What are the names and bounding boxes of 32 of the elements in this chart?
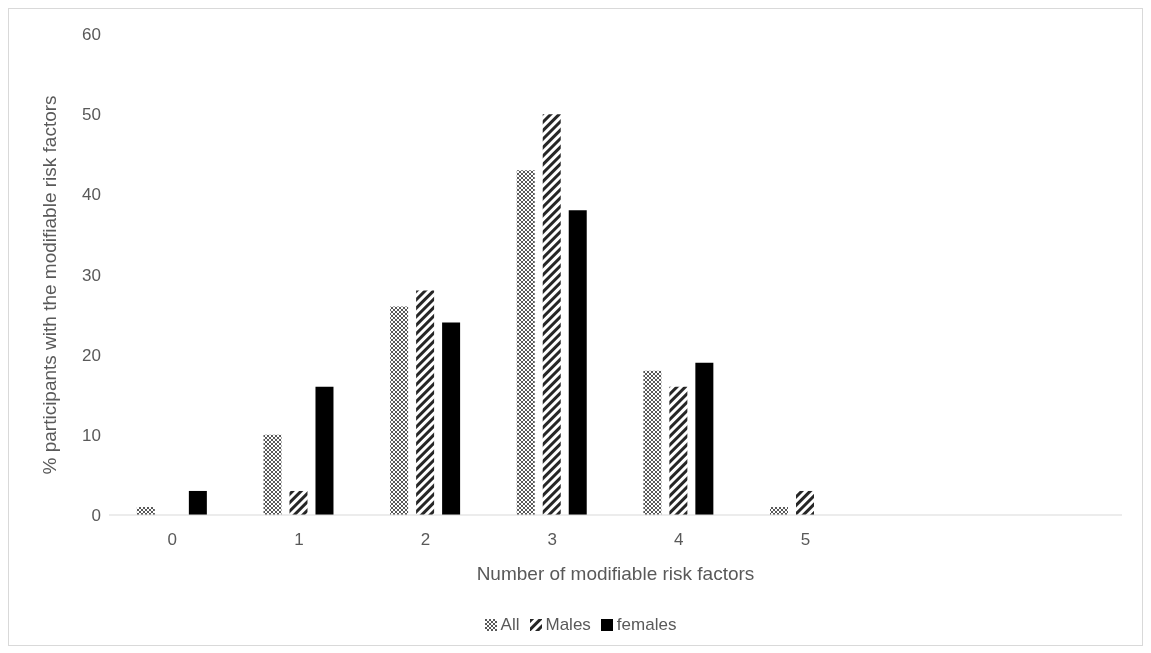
y-tick-label: 40 xyxy=(82,185,101,205)
bar xyxy=(643,370,662,515)
bar xyxy=(516,170,535,515)
y-axis-title: % participants with the modifiable risk factors xyxy=(38,95,60,475)
x-tick-label: 5 xyxy=(800,530,811,550)
legend-label: Males xyxy=(544,615,591,635)
bar xyxy=(442,322,461,515)
bar xyxy=(669,386,688,515)
bar xyxy=(263,434,282,515)
x-tick-label: 2 xyxy=(420,530,431,550)
bar xyxy=(542,114,561,515)
legend-label: females xyxy=(615,615,677,635)
x-tick-label: 1 xyxy=(294,530,304,550)
bar xyxy=(695,362,714,515)
x-tick-label: 4 xyxy=(674,530,684,550)
x-tick-label: 3 xyxy=(547,530,557,550)
bar xyxy=(568,210,587,515)
y-tick-label: 10 xyxy=(82,425,101,445)
x-axis-title: Number of modifiable risk factors xyxy=(476,563,755,584)
bar xyxy=(390,306,409,515)
y-tick-label: 0 xyxy=(91,506,101,526)
y-tick-label: 20 xyxy=(82,345,101,365)
y-tick-label: 30 xyxy=(82,265,101,285)
x-tick-label: 0 xyxy=(167,530,178,550)
bar xyxy=(315,386,334,515)
y-tick-label: 60 xyxy=(82,25,101,45)
bar xyxy=(188,490,207,515)
y-tick-label: 50 xyxy=(82,105,101,125)
bar xyxy=(289,490,308,515)
bar xyxy=(416,290,435,515)
legend-label: All xyxy=(499,615,520,635)
bar xyxy=(795,490,814,515)
